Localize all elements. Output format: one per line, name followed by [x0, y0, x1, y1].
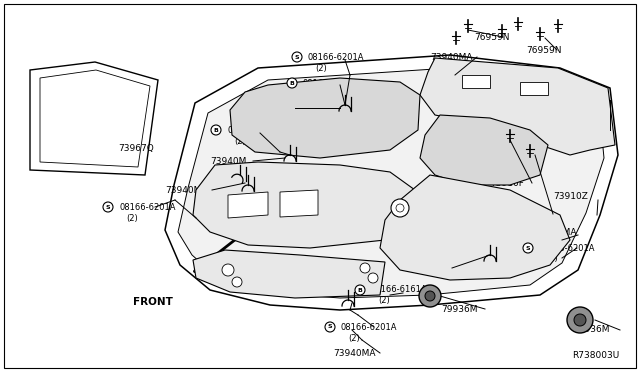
Text: (2): (2) — [126, 214, 138, 222]
Polygon shape — [228, 192, 268, 218]
Text: (2): (2) — [348, 334, 360, 343]
Text: 08166-6201A: 08166-6201A — [308, 52, 365, 61]
Text: 08166-6161A: 08166-6161A — [303, 78, 360, 87]
Circle shape — [391, 199, 409, 217]
Text: S: S — [106, 205, 110, 209]
Text: 08166-6201A: 08166-6201A — [341, 323, 397, 331]
Circle shape — [325, 322, 335, 332]
Text: S: S — [525, 246, 531, 250]
Text: 08166-6201A: 08166-6201A — [539, 244, 595, 253]
Circle shape — [222, 264, 234, 276]
Text: R738003U: R738003U — [572, 350, 620, 359]
Polygon shape — [230, 78, 420, 158]
Text: FRONT: FRONT — [133, 297, 173, 307]
Text: 73910F: 73910F — [490, 179, 524, 187]
Text: 08166-6201A: 08166-6201A — [119, 202, 175, 212]
Circle shape — [360, 263, 370, 273]
Text: (2): (2) — [234, 137, 246, 145]
Circle shape — [287, 78, 297, 88]
Text: (2): (2) — [546, 254, 557, 263]
Polygon shape — [193, 162, 415, 248]
Polygon shape — [178, 68, 604, 298]
Text: (2): (2) — [315, 64, 327, 73]
Polygon shape — [165, 55, 618, 310]
Polygon shape — [193, 250, 385, 298]
Text: 73940MA: 73940MA — [430, 52, 472, 61]
Text: 08166-6161A: 08166-6161A — [227, 125, 284, 135]
Text: B: B — [358, 288, 362, 292]
Polygon shape — [380, 175, 570, 280]
Circle shape — [425, 291, 435, 301]
Polygon shape — [280, 190, 318, 217]
Polygon shape — [30, 62, 158, 175]
Text: 73910F: 73910F — [511, 208, 545, 217]
Text: B: B — [214, 128, 218, 132]
Text: (2): (2) — [310, 90, 322, 99]
Circle shape — [419, 285, 441, 307]
Circle shape — [232, 277, 242, 287]
Circle shape — [368, 273, 378, 283]
Text: 73967Q: 73967Q — [118, 144, 154, 153]
Circle shape — [211, 125, 221, 135]
Text: 73940MA: 73940MA — [534, 228, 577, 237]
Text: 79936M: 79936M — [441, 305, 477, 314]
Text: 08166-6161A: 08166-6161A — [371, 285, 428, 295]
Text: 73940M: 73940M — [210, 157, 246, 166]
Text: 79936M: 79936M — [573, 326, 609, 334]
Circle shape — [292, 52, 302, 62]
Text: (2): (2) — [378, 296, 390, 305]
Text: B: B — [289, 80, 294, 86]
Circle shape — [523, 243, 533, 253]
Polygon shape — [462, 75, 490, 88]
Polygon shape — [520, 82, 548, 95]
Text: 73940MA: 73940MA — [165, 186, 207, 195]
Text: 73940MB: 73940MB — [408, 263, 451, 273]
Circle shape — [567, 307, 593, 333]
Text: 76959N: 76959N — [526, 45, 561, 55]
Text: 73944M: 73944M — [570, 96, 606, 105]
Circle shape — [355, 285, 365, 295]
Circle shape — [574, 314, 586, 326]
Text: 73910Z: 73910Z — [553, 192, 588, 201]
Text: 73940MB: 73940MB — [252, 103, 294, 112]
Polygon shape — [420, 58, 615, 155]
Text: S: S — [328, 324, 332, 330]
Polygon shape — [420, 115, 548, 185]
Text: 76959N: 76959N — [474, 32, 509, 42]
Circle shape — [396, 204, 404, 212]
Text: 73940MA: 73940MA — [333, 349, 376, 357]
Text: S: S — [294, 55, 300, 60]
Circle shape — [103, 202, 113, 212]
Polygon shape — [40, 70, 150, 167]
